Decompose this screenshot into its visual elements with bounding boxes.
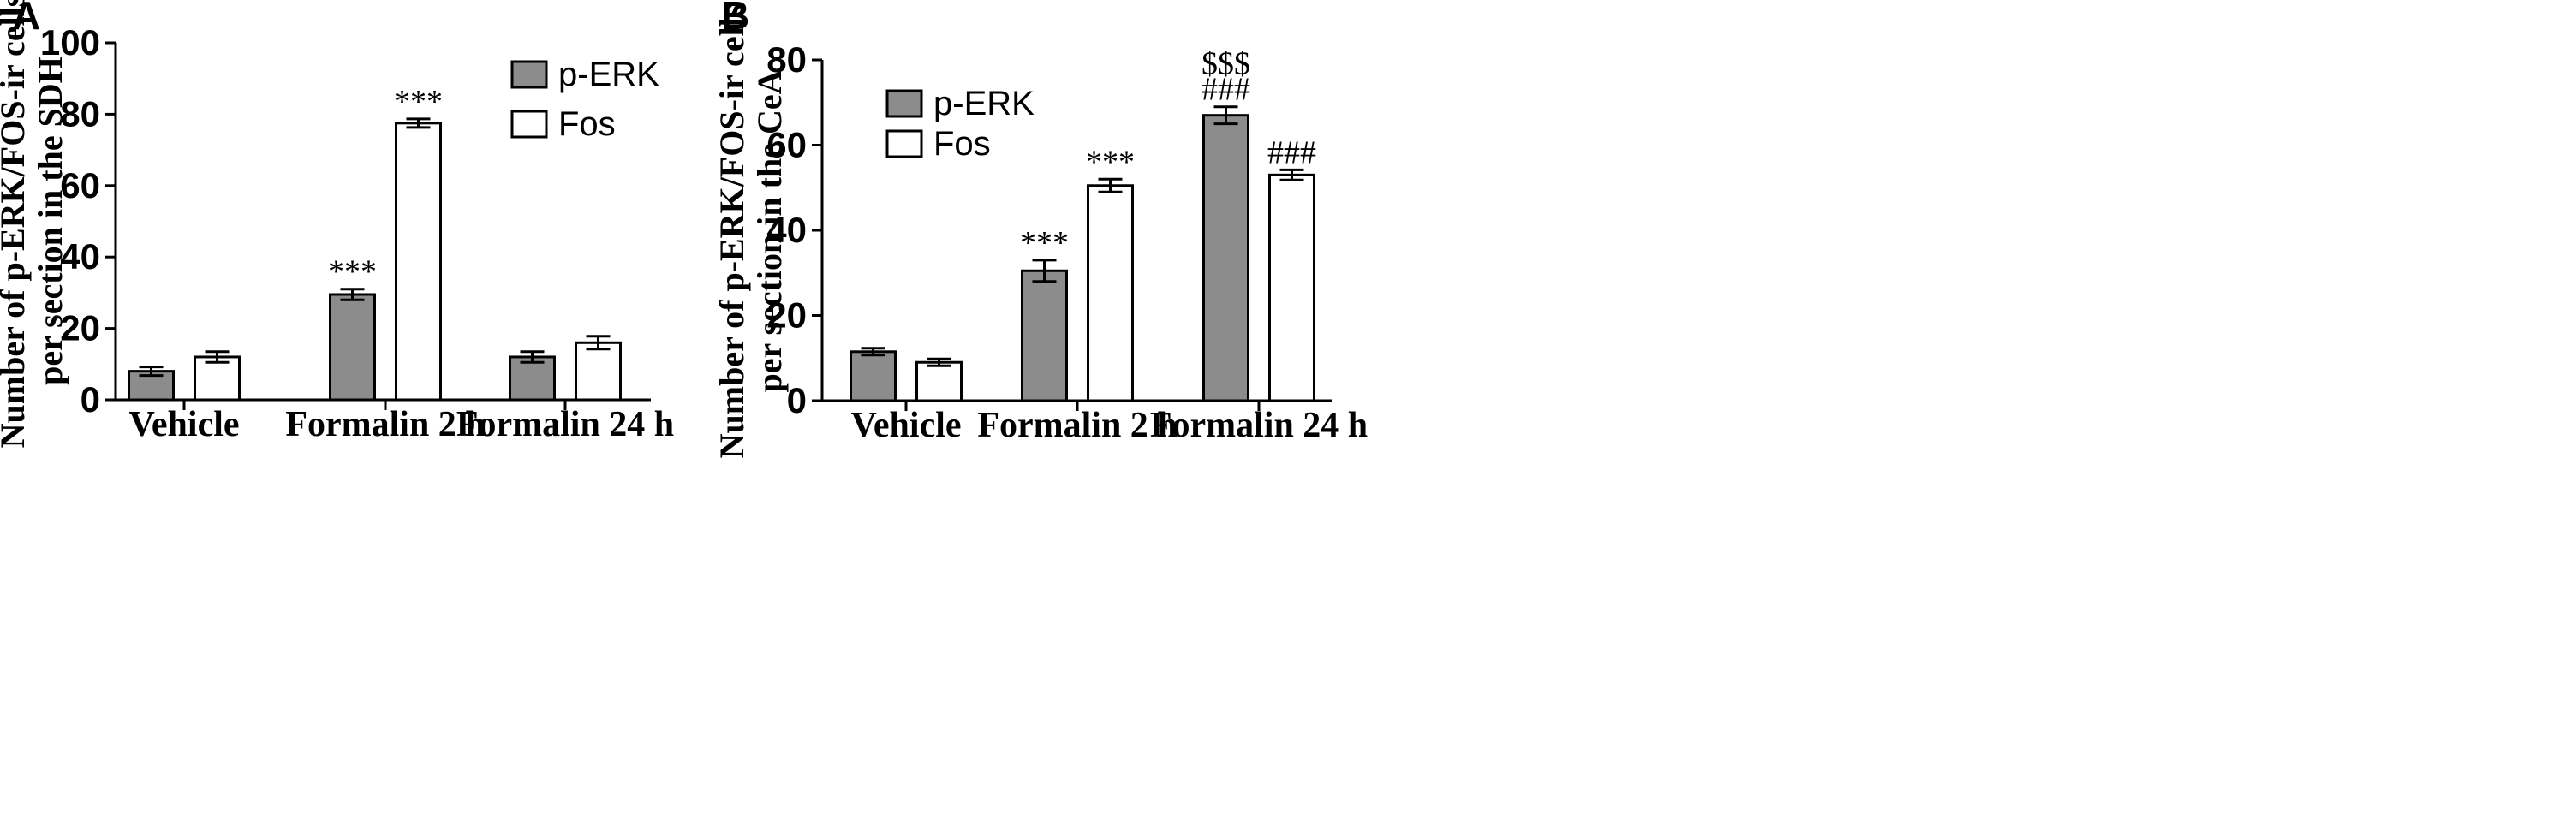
significance-marker: *** [1020, 225, 1069, 261]
significance-marker: ### [1202, 72, 1250, 108]
panel-label: A [12, 0, 40, 38]
legend-swatch-fos [510, 110, 548, 139]
significance-marker: *** [394, 84, 443, 120]
bar-fos-2 [1268, 173, 1315, 402]
bar-p-erk-2 [1202, 114, 1249, 402]
y-tick-label: 0 [80, 379, 100, 420]
y-tick-label: 100 [40, 22, 100, 62]
legend-label-p-erk: p-ERK [558, 56, 659, 93]
legend-label-p-erk: p-ERK [933, 85, 1035, 122]
y-tick-label: 20 [60, 308, 100, 348]
y-axis-title-line: Number of p-ERK/FOS-ir cells [0, 0, 32, 448]
y-tick-label: 20 [766, 295, 807, 336]
y-axis-title: Number of p-ERK/FOS-ir cellsper section … [0, 0, 69, 448]
x-tick-label: Formalin 24 h [456, 405, 674, 444]
legend: p-ERK Fos [510, 56, 659, 143]
legend-swatch-fos [886, 129, 923, 158]
bar-p-erk-0 [850, 350, 897, 402]
significance-marker: *** [1086, 144, 1135, 180]
x-tick-label: Vehicle [850, 406, 961, 445]
significance-marker: ### [1267, 134, 1316, 170]
y-axis-title: Number of p-ERK/FOS-ir cellsper section … [713, 4, 789, 459]
y-tick-label: 40 [766, 210, 807, 250]
legend-swatch-p-erk [886, 89, 923, 118]
panel-label: B [721, 0, 749, 38]
legend-swatch-p-erk [510, 60, 548, 89]
y-tick-label: 80 [60, 93, 100, 134]
y-axis-title-line: per section in the SDH [31, 57, 69, 385]
bar-p-erk-1 [329, 293, 376, 402]
bar-fos-2 [575, 341, 622, 402]
legend-label-fos: Fos [933, 125, 991, 163]
y-tick-label: 60 [766, 125, 807, 165]
x-tick-label: Vehicle [128, 405, 239, 444]
significance-marker: $$$ [1202, 46, 1250, 82]
bar-fos-1 [1087, 184, 1134, 402]
significance-marker: *** [328, 254, 377, 290]
y-tick-label: 40 [60, 236, 100, 277]
panel-a-chart: A 0 20 40 60 80 100 Vehicle Formalin 2 hFormalin… [0, 0, 674, 448]
legend-label-fos: Fos [558, 105, 616, 143]
y-tick-label: 0 [787, 380, 807, 420]
x-tick-label: Formalin 2 h [285, 405, 485, 444]
bar-fos-1 [395, 122, 442, 402]
y-tick-label: 60 [60, 165, 100, 205]
x-tick-label: Formalin 2 h [977, 406, 1177, 445]
y-tick-label: 80 [766, 39, 807, 80]
bar-p-erk-1 [1021, 269, 1068, 402]
x-tick-label: Formalin 24 h [1150, 406, 1368, 445]
y-axis-title-line: Number of p-ERK/FOS-ir cells [713, 4, 751, 459]
bar-p-erk-2 [509, 355, 556, 402]
bar-fos-0 [915, 360, 963, 402]
y-axis-title-line: per section in the CeA [750, 69, 789, 392]
